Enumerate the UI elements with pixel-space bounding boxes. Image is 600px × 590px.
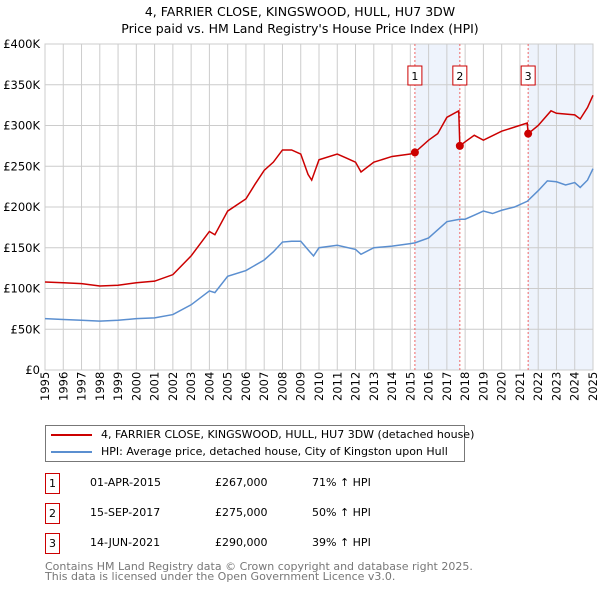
x-tick-label: 2019: [476, 372, 490, 401]
x-tick-label: 2013: [367, 372, 381, 401]
footer-licence: This data is licensed under the Open Gov…: [45, 570, 396, 583]
y-tick-label: £400K: [3, 37, 40, 51]
x-tick-label: 2004: [202, 372, 216, 401]
x-tick-label: 2022: [531, 372, 545, 401]
x-tick-label: 2021: [513, 372, 527, 401]
sale-number: 1: [45, 473, 60, 494]
series-line: [44, 168, 594, 322]
sale-row: 2 15-SEP-2017 £275,000 50% ↑ HPI: [45, 503, 445, 524]
x-tick-label: 2003: [184, 372, 198, 401]
sale-price: £290,000: [215, 536, 268, 549]
chart-subtitle: Price paid vs. HM Land Registry's House …: [121, 21, 479, 36]
x-tick-label: 2017: [440, 372, 454, 401]
x-tick-label: 2000: [129, 372, 143, 401]
sale-date: 15-SEP-2017: [90, 506, 161, 519]
sale-marker-box: [452, 65, 468, 86]
legend-item-property: 4, FARRIER CLOSE, KINGSWOOD, HULL, HU7 3…: [46, 427, 474, 443]
x-tick-label: 1996: [56, 372, 70, 401]
sale-hpi-change: 71% ↑ HPI: [312, 476, 371, 489]
x-tick-label: 2002: [166, 372, 180, 401]
footer-copyright: Contains HM Land Registry data © Crown c…: [45, 560, 473, 573]
x-tick-label: 2025: [586, 372, 600, 401]
sale-point: [410, 148, 419, 157]
x-tick-label: 2006: [239, 372, 253, 401]
x-tick-label: 2009: [294, 372, 308, 401]
series-line: [44, 95, 594, 287]
plot-border: [44, 43, 594, 371]
x-tick-label: 2007: [257, 372, 271, 401]
sale-marker-label: 3: [525, 70, 532, 83]
x-tick-label: 2024: [568, 372, 582, 401]
y-tick-label: £50K: [11, 322, 41, 336]
sale-date: 14-JUN-2021: [90, 536, 161, 549]
sale-marker-box: [520, 65, 536, 86]
x-tick-label: 2020: [495, 372, 509, 401]
y-tick-label: £150K: [3, 241, 40, 255]
plot-area: 1995 1996 1997 1998 1999 2000 2001 2002 2003 2004…: [3, 37, 600, 401]
x-tick-label: 2016: [422, 372, 436, 401]
x-tick-label: 2023: [549, 372, 563, 401]
x-tick-label: 2015: [403, 372, 417, 401]
sale-date: 01-APR-2015: [90, 476, 162, 489]
sale-hpi-change: 39% ↑ HPI: [312, 536, 371, 549]
y-tick-label: £250K: [3, 159, 40, 173]
x-tick-label: 1997: [75, 372, 89, 401]
x-tick-label: 2018: [458, 372, 472, 401]
y-tick-label: £300K: [3, 119, 40, 133]
legend-item-hpi: HPI: Average price, detached house, City…: [46, 444, 464, 460]
sale-marker-box: [407, 65, 423, 86]
sale-number: 3: [45, 533, 60, 554]
x-tick-label: 2011: [330, 372, 344, 401]
x-tick-label: 1995: [38, 372, 52, 401]
sale-marker-label: 1: [411, 70, 418, 83]
legend-swatch-red: [51, 434, 92, 436]
x-tick-label: 2010: [312, 372, 326, 401]
sale-price: £267,000: [215, 476, 268, 489]
x-tick-label: 2014: [385, 372, 399, 401]
y-tick-label: £200K: [3, 200, 40, 214]
sale-point: [455, 141, 464, 150]
x-tick-label: 2012: [349, 372, 363, 401]
y-tick-label: £0: [25, 363, 40, 377]
sale-price: £275,000: [215, 506, 268, 519]
x-tick-label: 2005: [221, 372, 235, 401]
legend-label: 4, FARRIER CLOSE, KINGSWOOD, HULL, HU7 3…: [101, 428, 475, 441]
sale-row: 1 01-APR-2015 £267,000 71% ↑ HPI: [45, 473, 445, 494]
sale-number: 2: [45, 503, 60, 524]
y-tick-label: £100K: [3, 282, 40, 296]
x-tick-label: 2008: [275, 372, 289, 401]
y-tick-label: £350K: [3, 78, 40, 92]
x-tick-label: 1999: [111, 372, 125, 401]
x-tick-label: 2001: [148, 372, 162, 401]
chart-title: 4, FARRIER CLOSE, KINGSWOOD, HULL, HU7 3…: [144, 4, 456, 19]
legend: 4, FARRIER CLOSE, KINGSWOOD, HULL, HU7 3…: [45, 425, 474, 462]
legend-label: HPI: Average price, detached house, City…: [101, 445, 448, 458]
sale-marker-label: 2: [456, 70, 463, 83]
x-tick-label: 1998: [93, 372, 107, 401]
sale-point: [524, 129, 533, 138]
sale-row: 3 14-JUN-2021 £290,000 39% ↑ HPI: [45, 533, 445, 554]
legend-swatch-blue: [51, 451, 92, 453]
sale-hpi-change: 50% ↑ HPI: [312, 506, 371, 519]
